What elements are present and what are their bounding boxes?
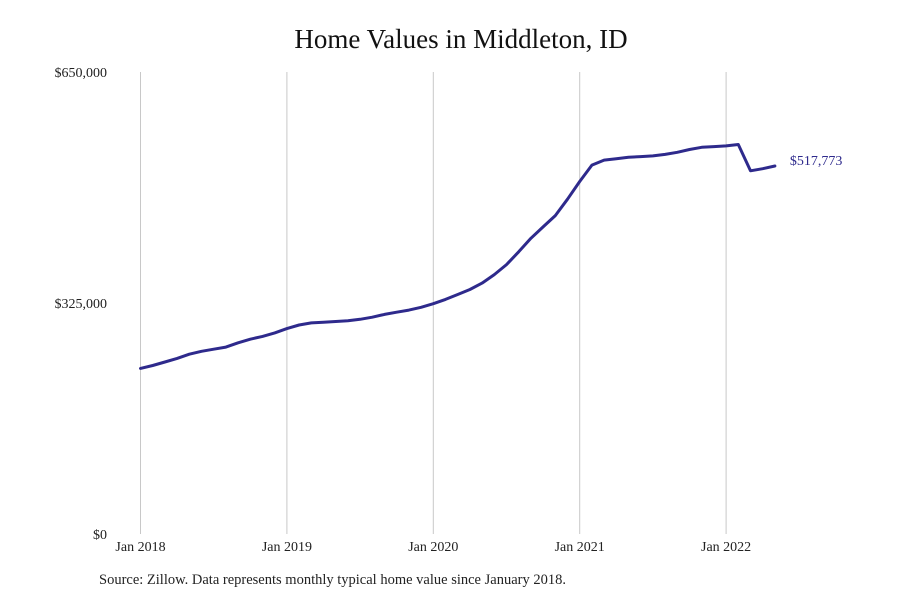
x-tick-label: Jan 2018 bbox=[115, 540, 165, 555]
y-tick-label: $0 bbox=[93, 528, 107, 543]
x-tick-label: Jan 2020 bbox=[408, 540, 458, 555]
x-axis-ticks: Jan 2018 Jan 2019 Jan 2020 Jan 2021 Jan 2022 bbox=[115, 540, 751, 555]
y-tick-label: $325,000 bbox=[55, 297, 108, 312]
series-layer bbox=[139, 143, 777, 370]
end-value-label: $517,773 bbox=[790, 154, 843, 169]
source-note: Source: Zillow. Data represents monthly … bbox=[99, 572, 566, 588]
y-axis-ticks: $0 $325,000 $650,000 bbox=[55, 66, 108, 543]
x-tick-label: Jan 2019 bbox=[262, 540, 312, 555]
x-tick-label: Jan 2022 bbox=[701, 540, 751, 555]
data-labels: $517,773 bbox=[790, 154, 843, 169]
series-line bbox=[139, 143, 777, 370]
y-tick-label: $650,000 bbox=[55, 66, 108, 81]
chart-title: Home Values in Middleton, ID bbox=[294, 24, 628, 54]
x-tick-label: Jan 2021 bbox=[555, 540, 605, 555]
